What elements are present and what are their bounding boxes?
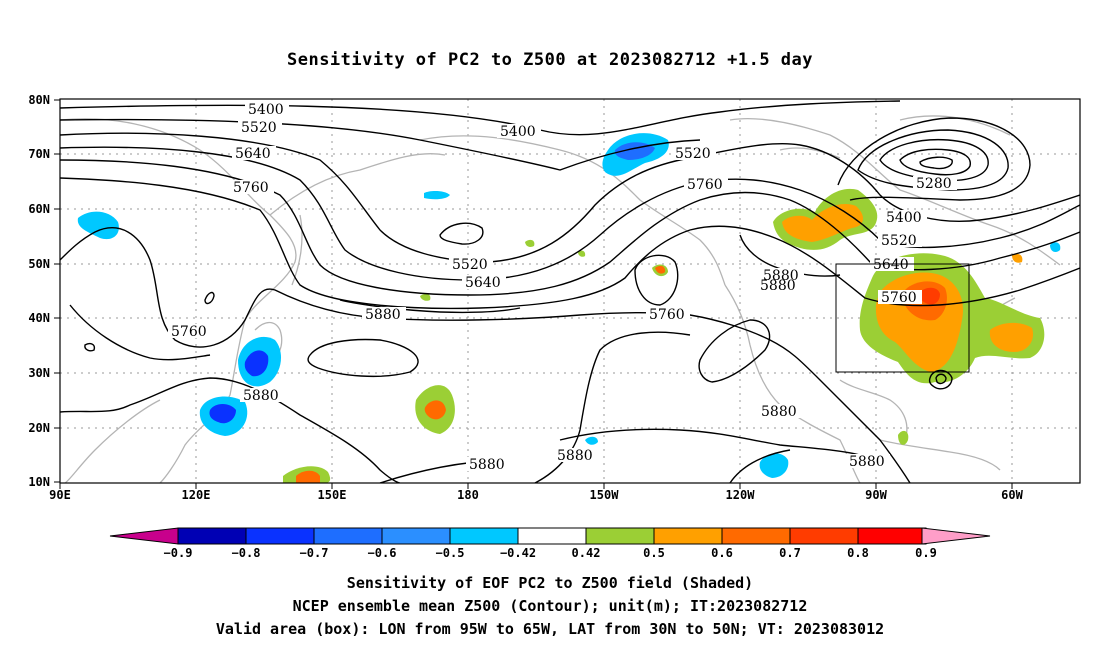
contour-label: 5880 [760, 278, 796, 294]
sensitivity-shading [77, 133, 1061, 483]
colorbar-label: −0.5 [436, 546, 465, 560]
colorbar-label: 0.6 [711, 546, 733, 560]
colorbar-label: −0.42 [500, 546, 536, 560]
contour-label: 5400 [500, 124, 536, 140]
contour-label: 5520 [881, 233, 917, 249]
contour-labels: 5400 5520 5640 5760 5400 5520 5760 5280 … [171, 102, 952, 473]
colorbar-cell [653, 527, 723, 545]
colorbar-cell [245, 527, 315, 545]
colorbar-cell [449, 527, 519, 545]
colorbar-label: 0.5 [643, 546, 665, 560]
colorbar: −0.9 −0.8 −0.7 −0.6 −0.5 −0.42 0.42 0.5 0.6 0.7 0.… [109, 527, 991, 560]
colorbar-label: 0.42 [572, 546, 601, 560]
colorbar-cell [585, 527, 655, 545]
map-ticks [54, 99, 1013, 489]
contour-label: 5640 [465, 275, 501, 291]
contour-label: 5880 [469, 457, 505, 473]
contour-label: 5520 [241, 120, 277, 136]
contour-label: 5880 [849, 454, 885, 470]
caption-line-1: Sensitivity of EOF PC2 to Z500 field (Sh… [346, 574, 754, 592]
contour-label: 5520 [452, 257, 488, 273]
contour-label: 5880 [557, 448, 593, 464]
colorbar-cell [381, 527, 451, 545]
contour-label: 5280 [916, 176, 952, 192]
colorbar-cell [313, 527, 383, 545]
contour-label: 5400 [886, 210, 922, 226]
contour-label-backgrounds [168, 102, 957, 471]
colorbar-label: −0.7 [300, 546, 329, 560]
contour-label: 5640 [873, 257, 909, 273]
colorbar-label: 0.7 [779, 546, 801, 560]
lat-label: 50N [28, 257, 50, 271]
lat-label: 60N [28, 202, 50, 216]
lon-label: 90E [49, 488, 71, 502]
valid-area-box [835, 263, 970, 373]
colorbar-low-triangle [109, 527, 179, 545]
colorbar-label: 0.8 [847, 546, 869, 560]
lat-label: 10N [28, 475, 50, 489]
map-frame [59, 98, 1081, 484]
contour-label: 5880 [763, 268, 799, 284]
lon-label: 150W [590, 488, 620, 502]
caption-line-3: Valid area (box): LON from 95W to 65W, L… [215, 620, 885, 638]
colorbar-cell [789, 527, 859, 545]
colorbar-label: −0.9 [164, 546, 193, 560]
contour-label: 5880 [365, 307, 401, 323]
colorbar-label: −0.8 [232, 546, 261, 560]
lon-label: 180 [457, 488, 479, 502]
colorbar-cell [857, 527, 927, 545]
colorbar-cell [177, 527, 247, 545]
lon-label: 150E [318, 488, 347, 502]
lat-label: 80N [28, 93, 50, 107]
lat-label: 70N [28, 147, 50, 161]
lat-label: 30N [28, 366, 50, 380]
contour-label: 5760 [171, 324, 207, 340]
contour-label: 5880 [243, 388, 279, 404]
contour-label: 5760 [233, 180, 269, 196]
z500-contours [60, 100, 1080, 483]
colorbar-labels: −0.9 −0.8 −0.7 −0.6 −0.5 −0.42 0.42 0.5 0.6 0.7 0.… [164, 546, 937, 560]
contour-label: 5880 [761, 404, 797, 420]
lon-label: 90W [865, 488, 887, 502]
colorbar-label: −0.6 [368, 546, 397, 560]
longitude-labels: 90E 120E 150E 180 150W 120W 90W 60W [49, 488, 1023, 502]
coastlines [60, 115, 1061, 483]
colorbar-cell [721, 527, 791, 545]
contour-label: 5760 [687, 177, 723, 193]
colorbar-cells [177, 527, 927, 545]
contour-label: 5400 [248, 102, 284, 118]
contour-label: 5760 [881, 290, 917, 306]
colorbar-label: 0.9 [915, 546, 937, 560]
caption-line-2: NCEP ensemble mean Z500 (Contour); unit(… [292, 597, 808, 615]
lon-label: 120W [726, 488, 756, 502]
map-title: Sensitivity of PC2 to Z500 at 2023082712… [286, 50, 813, 70]
lat-label: 20N [28, 421, 50, 435]
lon-label: 60W [1001, 488, 1023, 502]
lat-label: 40N [28, 311, 50, 325]
latitude-labels: 80N 70N 60N 50N 40N 30N 20N 10N [28, 93, 50, 489]
contour-label: 5520 [675, 146, 711, 162]
colorbar-high-triangle [921, 527, 991, 545]
lon-label: 120E [182, 488, 211, 502]
contour-label: 5760 [649, 307, 685, 323]
colorbar-cell [517, 527, 587, 545]
contour-label: 5640 [235, 146, 271, 162]
